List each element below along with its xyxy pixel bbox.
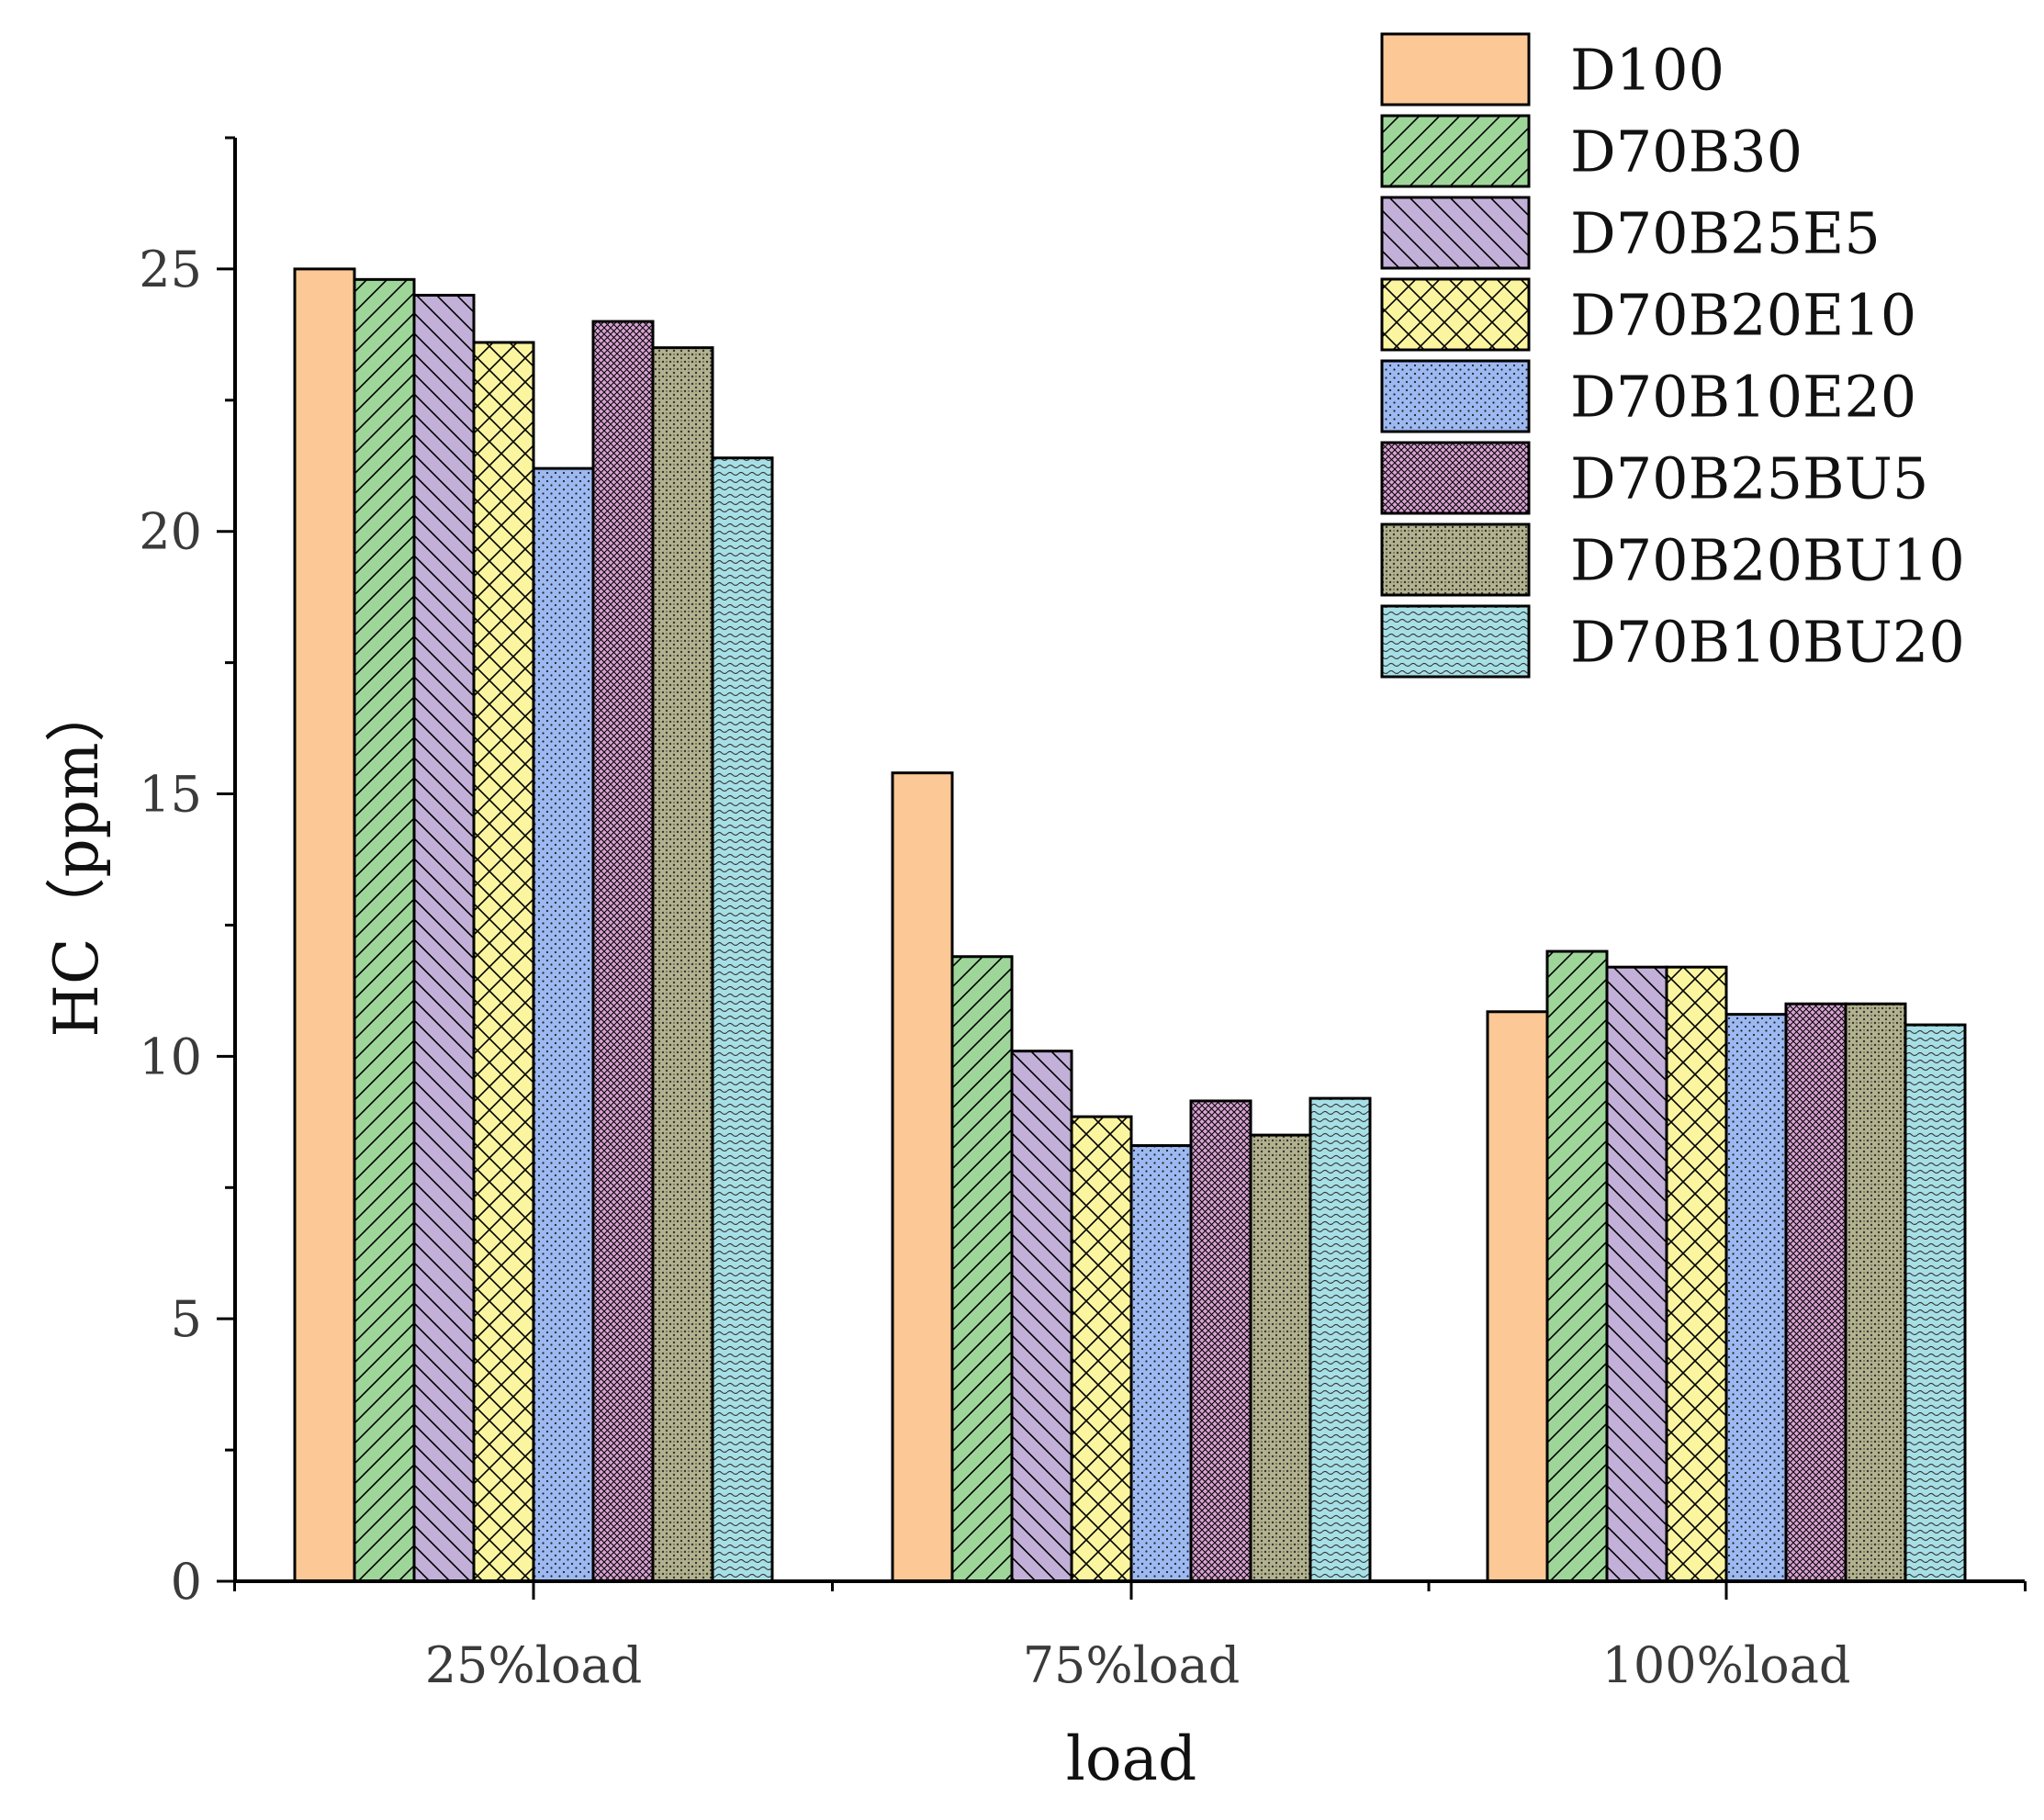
bar-D70B20BU10-25%load	[651, 346, 714, 1583]
y-tick-label: 20	[139, 503, 202, 561]
x-tick-label: 100%load	[1602, 1636, 1851, 1694]
bar-pattern	[653, 347, 713, 1581]
legend-label: D70B30	[1570, 118, 1803, 185]
bar-pattern	[1310, 1098, 1370, 1581]
bar-D70B30-75%load	[950, 955, 1014, 1583]
legend-swatch-pattern	[1382, 116, 1529, 186]
legend-label: D70B25BU5	[1570, 445, 1928, 512]
bar-fill	[893, 772, 952, 1581]
bar-fill	[295, 268, 354, 1582]
bar-pattern	[713, 457, 772, 1581]
bar-D70B20E10-25%load	[472, 341, 535, 1583]
bar-pattern	[593, 321, 653, 1581]
bar-pattern	[533, 468, 593, 1582]
bar-D100-25%load	[293, 267, 356, 1583]
legend-swatch-pattern	[1382, 279, 1529, 350]
bar-pattern	[1547, 951, 1607, 1581]
legend-swatch-fill	[1382, 34, 1529, 105]
legend-swatch-pattern	[1382, 524, 1529, 595]
bar-pattern	[952, 956, 1012, 1581]
x-axis-title: load	[1066, 1724, 1196, 1794]
legend-swatch-outline	[1380, 114, 1531, 188]
bar-D70B20E10-75%load	[1070, 1115, 1133, 1583]
bar-D70B20E10-100%load	[1665, 965, 1728, 1583]
bar-D70B25BU5-75%load	[1189, 1099, 1252, 1583]
y-tick-label: 25	[139, 241, 202, 298]
bar-pattern	[1846, 1004, 1905, 1581]
legend-swatch-pattern	[1382, 361, 1529, 432]
legend-swatch-outline	[1380, 277, 1531, 352]
bar-pattern	[1251, 1135, 1310, 1581]
bar-pattern	[1905, 1025, 1965, 1581]
legend-item-D70B30: D70B30	[1380, 114, 1803, 188]
bar-pattern	[1131, 1145, 1191, 1581]
bar-D70B30-100%load	[1545, 949, 1609, 1583]
legend-item-D70B10E20: D70B10E20	[1380, 359, 1916, 433]
bar-pattern	[1667, 967, 1726, 1581]
legend-swatch-outline	[1380, 604, 1531, 679]
bar-D70B10E20-100%load	[1724, 1013, 1788, 1583]
legend-label: D70B20E10	[1570, 282, 1916, 349]
y-axis-title: HC（ppm）	[41, 681, 112, 1037]
legend-swatch-pattern	[1382, 443, 1529, 513]
legend-swatch-outline	[1380, 196, 1531, 270]
legend-swatch-pattern	[1382, 606, 1529, 677]
legend-label: D100	[1570, 37, 1724, 104]
y-tick-label: 0	[171, 1553, 202, 1611]
bar-D100-100%load	[1486, 1010, 1549, 1583]
bar-pattern	[1072, 1117, 1131, 1581]
bar-D100-75%load	[891, 771, 954, 1583]
bar-D70B25E5-100%load	[1605, 965, 1668, 1583]
bar-D70B25BU5-100%load	[1784, 1002, 1847, 1583]
bar-D70B25BU5-25%load	[591, 320, 655, 1583]
legend-item-D70B20BU10: D70B20BU10	[1380, 522, 1965, 597]
bar-pattern	[474, 342, 533, 1581]
legend-label: D70B10BU20	[1570, 609, 1965, 676]
legend-swatch-outline	[1380, 32, 1531, 107]
legend-item-D70B25BU5: D70B25BU5	[1380, 441, 1928, 515]
bar-pattern	[354, 279, 414, 1582]
y-tick-label: 5	[171, 1290, 202, 1348]
bar-D70B30-25%load	[353, 277, 416, 1583]
bar-D70B10BU20-100%load	[1904, 1023, 1967, 1583]
bar-D70B20BU10-75%load	[1249, 1133, 1312, 1583]
legend-item-D100: D100	[1380, 32, 1724, 107]
x-tick-label: 75%load	[1023, 1636, 1241, 1694]
legend-swatch-pattern	[1382, 197, 1529, 268]
bar-pattern	[1786, 1004, 1846, 1581]
legend-swatch-outline	[1380, 359, 1531, 433]
bar-D70B10BU20-75%load	[1308, 1096, 1372, 1583]
x-tick-label: 25%load	[425, 1636, 643, 1694]
legend-swatch-outline	[1380, 441, 1531, 515]
legend-label: D70B10E20	[1570, 364, 1916, 431]
bar-D70B25E5-25%load	[412, 293, 476, 1583]
legend-label: D70B20BU10	[1570, 527, 1965, 594]
bar-pattern	[1726, 1014, 1786, 1581]
y-tick-label: 10	[139, 1028, 202, 1085]
legend-item-D70B20E10: D70B20E10	[1380, 277, 1916, 352]
legend-label: D70B25E5	[1570, 200, 1881, 267]
bar-D70B10E20-25%load	[532, 466, 595, 1583]
bar-D70B25E5-75%load	[1010, 1050, 1073, 1583]
bar-pattern	[1012, 1050, 1072, 1581]
legend-swatch-outline	[1380, 522, 1531, 597]
y-tick-label: 15	[139, 766, 202, 824]
bar-pattern	[1607, 967, 1667, 1581]
legend-item-D70B25E5: D70B25E5	[1380, 196, 1881, 270]
bar-fill	[1488, 1011, 1547, 1581]
legend-item-D70B10BU20: D70B10BU20	[1380, 604, 1965, 679]
bar-D70B10E20-75%load	[1129, 1144, 1193, 1583]
bar-D70B20BU10-100%load	[1844, 1002, 1907, 1583]
bar-D70B10BU20-25%load	[711, 456, 774, 1583]
bar-pattern	[1191, 1100, 1251, 1581]
bar-pattern	[414, 295, 474, 1581]
